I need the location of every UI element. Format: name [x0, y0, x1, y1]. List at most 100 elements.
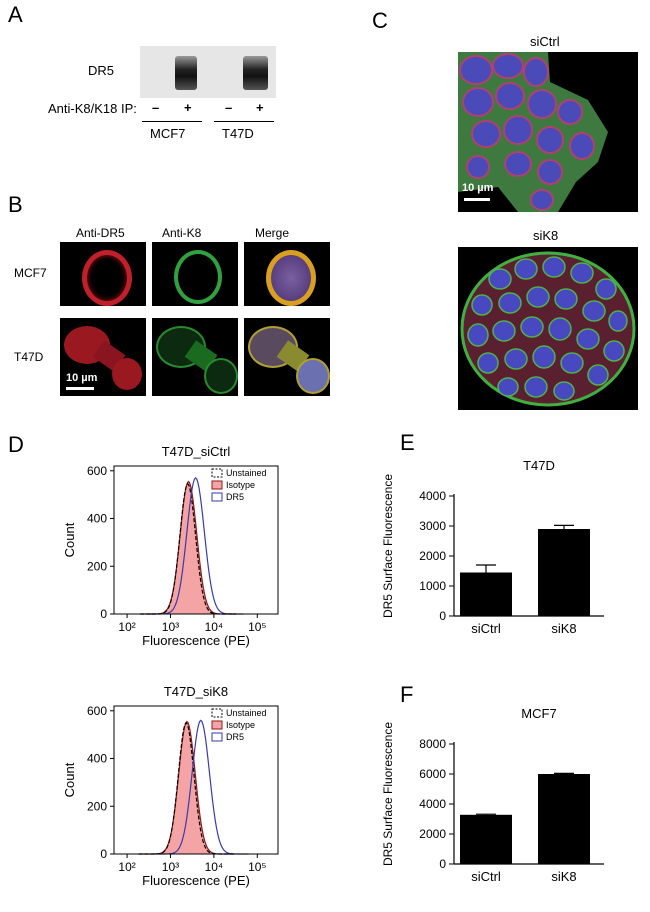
row-label-t47d: T47D [14, 350, 44, 364]
legend-swatch-dr5 [211, 732, 223, 742]
y-tick-label: 2000 [419, 827, 446, 841]
micrograph-t47d-k8 [152, 318, 238, 396]
western-row-label: DR5 [88, 63, 115, 78]
col-label-merge: Merge [255, 226, 290, 240]
scale-bar-c-label: 10 µm [462, 182, 494, 194]
y-tick-label: 400 [87, 512, 107, 526]
x-tick-label: 10⁵ [248, 620, 266, 634]
lane-divider-mcf7 [142, 121, 202, 122]
bar-sictrl [460, 572, 512, 616]
micrograph-mcf7-merge [244, 242, 330, 306]
panel-e-label: E [400, 430, 415, 455]
panel-c-label: C [372, 8, 388, 33]
legend-swatch-dr5 [211, 492, 223, 502]
micrograph-mcf7-k8 [152, 242, 238, 306]
western-blot-image [140, 46, 276, 98]
y-tick-label: 600 [87, 464, 107, 478]
x-tick-label: siK8 [551, 621, 576, 636]
x-axis-label: Fluorescence (PE) [142, 873, 250, 888]
cell-cluster-sictrl [458, 52, 608, 212]
panel-d-label: D [8, 432, 24, 457]
lane-label-mcf7: MCF7 [150, 126, 186, 141]
y-tick-label: 2000 [419, 549, 446, 563]
col-label-anti-k8: Anti-K8 [162, 226, 202, 240]
y-axis-label: Count [62, 762, 77, 797]
x-tick-label: 10³ [162, 860, 179, 874]
y-tick-label: 4000 [419, 797, 446, 811]
micrograph-t47d-merge [244, 318, 330, 396]
histogram-d-bottom: T47D_siK8 0 200 400 600 10² 10³ 10⁴ 10⁵Fluoresce… [62, 684, 279, 888]
ip-sign-1: – [152, 100, 160, 115]
x-tick-label: 10⁴ [205, 860, 224, 874]
lane-divider-t47d [214, 121, 274, 122]
row-label-mcf7: MCF7 [14, 266, 47, 280]
lane-label-t47d: T47D [222, 126, 254, 141]
chart-title: MCF7 [521, 706, 556, 721]
legend-swatch-unstained [211, 468, 223, 478]
bar-sik8 [538, 774, 590, 864]
chart-title: T47D_siK8 [164, 684, 228, 699]
x-tick-label: siCtrl [471, 621, 501, 636]
y-axis-label: DR5 Surface Fluorescence [381, 722, 395, 866]
y-tick-label: 0 [439, 609, 446, 623]
y-tick-label: 400 [87, 752, 107, 766]
scale-bar-b-label: 10 µm [66, 372, 98, 384]
legend-label-isotype: Isotype [226, 720, 255, 730]
micrograph-sik8 [458, 247, 638, 410]
bar-chart-e: T47D 0 1000 2000 3000 4000 siCtrl siK8 DR5 Surfa… [381, 458, 604, 636]
bar-sictrl [460, 814, 512, 864]
micrograph-t47d-dr5 [60, 318, 146, 396]
panel-f-label: F [400, 682, 414, 707]
y-tick-label: 200 [87, 799, 107, 813]
panel-c-bottom-title: siK8 [533, 228, 559, 243]
scale-bar-c [464, 198, 490, 201]
x-axis-label: Fluorescence (PE) [142, 633, 250, 648]
y-tick-label: 6000 [419, 767, 446, 781]
y-axis-label: DR5 Surface Fluorescence [381, 474, 395, 618]
x-tick-label: 10⁴ [205, 620, 224, 634]
panel-b-label: B [8, 192, 23, 217]
y-tick-label: 3000 [419, 519, 446, 533]
isotype-fill [139, 721, 235, 854]
bar-sik8 [538, 529, 590, 616]
chart-title: T47D [523, 458, 555, 473]
ip-sign-4: + [256, 100, 264, 115]
legend-swatch-isotype [211, 480, 223, 490]
legend-label-unstained: Unstained [226, 468, 267, 478]
ip-sign-2: + [184, 100, 192, 115]
ip-label: Anti-K8/K18 IP: [48, 101, 137, 116]
y-tick-label: 1000 [419, 579, 446, 593]
legend-label-dr5: DR5 [226, 492, 244, 502]
micrograph-sictrl: 10 µm [458, 52, 638, 212]
x-tick-label: siK8 [551, 869, 576, 884]
histogram-d-top: T47D_siCtrl 0 200 400 600 10² 10³ 10⁴ 10⁵Fluores… [62, 444, 279, 648]
y-tick-label: 600 [87, 704, 107, 718]
y-axis-label: Count [62, 522, 77, 557]
legend-swatch-isotype [211, 720, 223, 730]
x-tick-label: siCtrl [471, 869, 501, 884]
legend-label-unstained: Unstained [226, 708, 267, 718]
x-tick-label: 10⁵ [248, 860, 266, 874]
plot-frame [113, 465, 279, 615]
isotype-fill [140, 481, 237, 614]
y-tick-label: 0 [100, 847, 107, 861]
x-tick-label: 10² [118, 860, 135, 874]
y-tick-label: 200 [87, 559, 107, 573]
ip-sign-3: – [225, 100, 233, 115]
panel-c-top-title: siCtrl [530, 34, 560, 49]
blot-band-mcf7 [175, 56, 197, 90]
scale-bar-b [66, 387, 94, 390]
chart-title: T47D_siCtrl [162, 444, 231, 459]
y-tick-label: 4000 [419, 489, 446, 503]
y-tick-label: 8000 [419, 737, 446, 751]
x-tick-label: 10² [118, 620, 135, 634]
col-label-anti-dr5: Anti-DR5 [76, 226, 125, 240]
legend-swatch-unstained [211, 708, 223, 718]
legend-label-isotype: Isotype [226, 480, 255, 490]
plot-frame [113, 705, 279, 855]
cell-cluster-sik8 [460, 251, 636, 407]
blot-band-t47d [243, 56, 268, 90]
bar-chart-f: MCF7 0 2000 4000 6000 8000 siCtrl siK8 DR5 Surfa… [381, 706, 604, 884]
micrograph-mcf7-dr5 [60, 242, 146, 306]
y-tick-label: 0 [100, 607, 107, 621]
